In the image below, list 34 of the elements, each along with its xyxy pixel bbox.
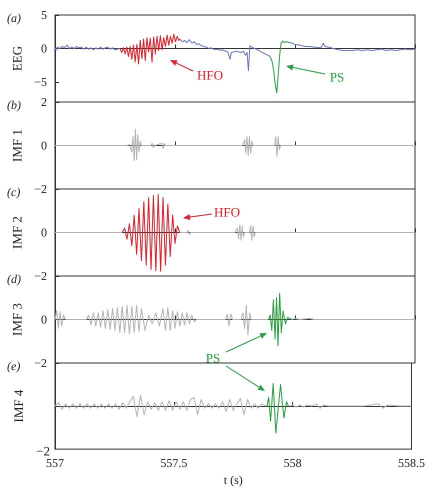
y-tick-label: −2: [34, 182, 47, 196]
y-tick-label: −2: [34, 356, 47, 370]
y-tick-label: 0: [41, 138, 47, 152]
line-series: [270, 40, 291, 94]
chart-title: (d): [7, 272, 21, 286]
y-tick-label: 0: [41, 226, 47, 240]
chart-title: (c): [7, 185, 20, 199]
chart-title: (a): [7, 11, 21, 25]
x-tick-label: 557.5: [160, 456, 188, 470]
annotation: PS: [206, 350, 220, 366]
y-tick-label: −2: [34, 269, 47, 283]
y-tick-label: 2: [41, 95, 47, 109]
x-axis-title: t (s): [224, 473, 243, 487]
annotation: HFO: [214, 204, 240, 220]
x-tick-label: 558.5: [398, 456, 425, 470]
y-axis-title: IMF 3: [9, 303, 24, 336]
y-axis-title: IMF 1: [9, 129, 24, 162]
chart-title: (e): [7, 359, 20, 373]
x-tick-label: 557: [46, 456, 64, 470]
line-series: [54, 128, 416, 162]
chart-title: (b): [7, 98, 21, 112]
y-axis-title: IMF 2: [9, 216, 24, 249]
annotation: PS: [330, 70, 344, 84]
line-series: [122, 194, 180, 272]
y-tick-label: 0: [41, 312, 47, 326]
y-axis-title: EEG: [9, 46, 24, 72]
annotation: HFO: [196, 68, 224, 82]
y-tick-label: 5: [41, 8, 47, 22]
y-axis-title: IMF 4: [11, 389, 26, 422]
y-tick-label: −5: [34, 74, 47, 89]
y-tick-label: 0: [41, 41, 47, 56]
line-series: [268, 292, 292, 346]
line-series: [120, 34, 181, 64]
x-tick-label: 558: [284, 456, 302, 470]
